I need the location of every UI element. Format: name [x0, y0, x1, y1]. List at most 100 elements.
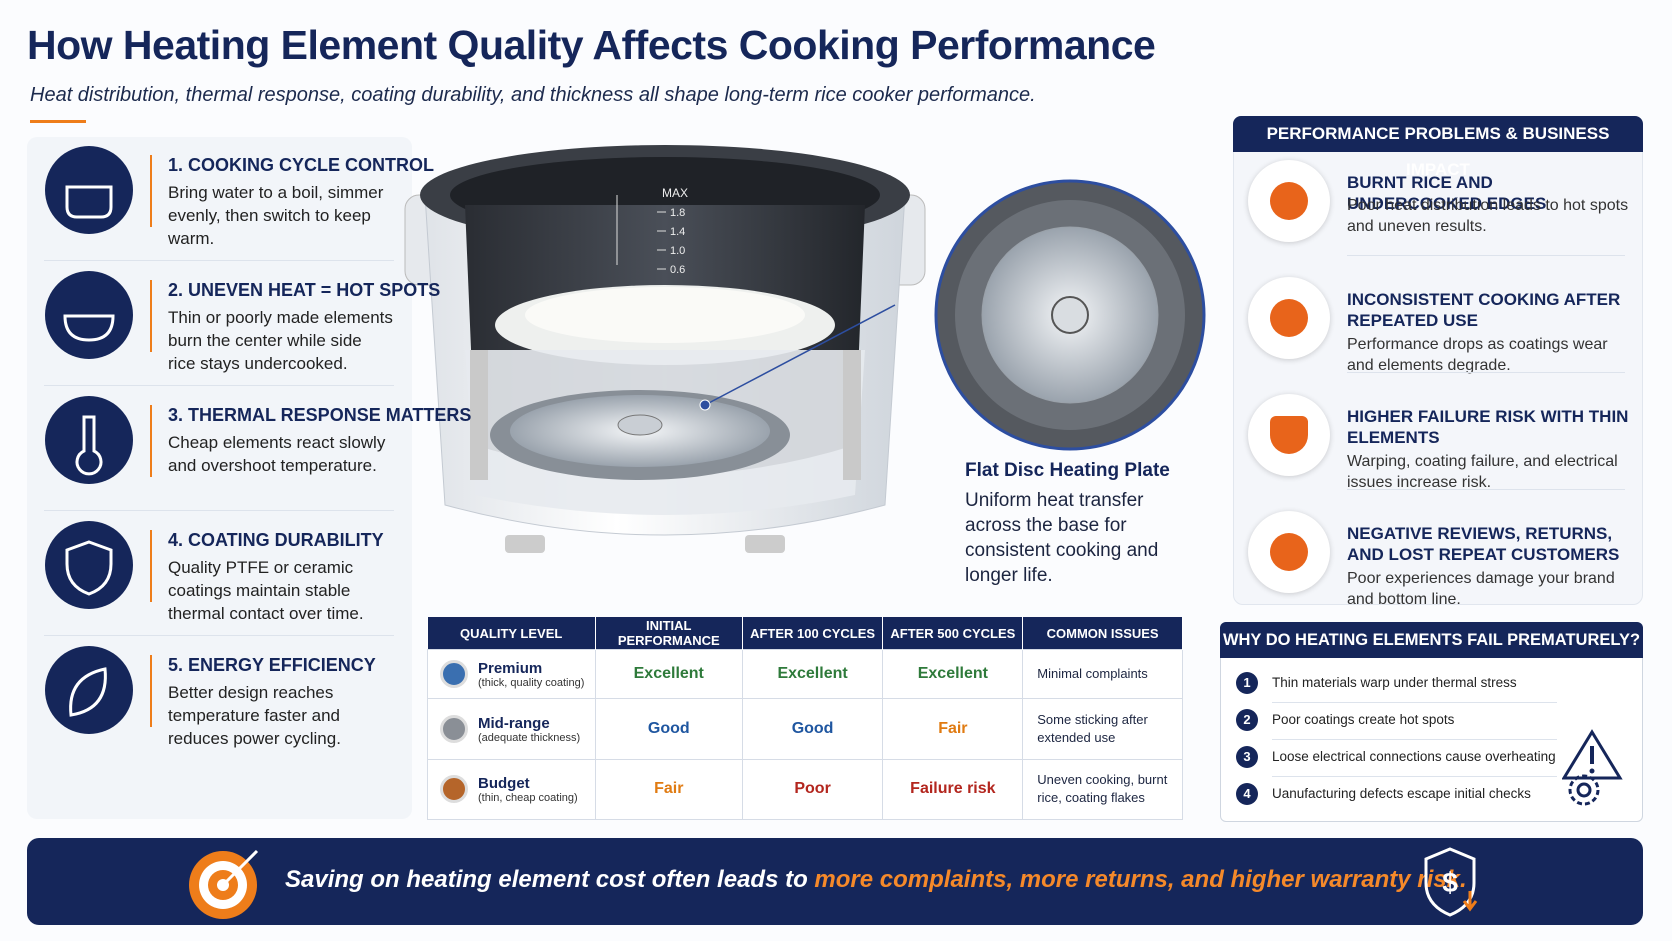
- medal-icon: [440, 715, 468, 744]
- path-shape: [1424, 847, 1476, 917]
- level-cell: Premium (thick, quality coating): [427, 648, 596, 700]
- icon-circle: [45, 646, 133, 734]
- failures-heading: WHY DO HEATING ELEMENTS FAIL PREMATURELY…: [1220, 622, 1643, 658]
- feature-separator: [44, 385, 394, 386]
- feature-separator: [44, 510, 394, 511]
- subtitle: Heat distribution, thermal response, coa…: [30, 84, 1036, 106]
- circle-shape: [1568, 774, 1600, 806]
- icon-glyph: [69, 667, 107, 717]
- ellipse-shape: [525, 287, 805, 343]
- problem-icon: [1248, 160, 1330, 242]
- rect-shape: [843, 350, 861, 480]
- rect-shape: [505, 535, 545, 553]
- failure-separator: [1272, 702, 1557, 703]
- problem-title: INCONSISTENT COOKING AFTER REPEATED USE: [1347, 290, 1621, 330]
- callout-title: Flat Disc Heating Plate: [965, 460, 1170, 481]
- table-header: INITIAL PERFORMANCE: [595, 617, 743, 650]
- medal-icon: [440, 660, 468, 689]
- icon-glyph: [65, 540, 113, 596]
- circle-shape: [699, 399, 711, 411]
- feature-divider: [150, 405, 152, 477]
- problem-glyph: [1270, 299, 1308, 337]
- table-cell: Excellent: [882, 648, 1024, 700]
- failure-text: Thin materials warp under thermal stress: [1272, 675, 1517, 690]
- failure-separator: [1272, 739, 1557, 740]
- feature-icon: [45, 646, 133, 734]
- table-row: Premium (thick, quality coating) Excellent…: [427, 648, 1183, 700]
- level-cell: Budget (thin, cheap coating): [427, 758, 596, 821]
- problem-title: BURNT RICE AND UNDERCOOKED EDGES: [1347, 173, 1547, 213]
- icon-glyph: [63, 314, 115, 342]
- accent-line: [30, 120, 86, 123]
- problem-title: NEGATIVE REVIEWS, RETURNS, AND LOST REPE…: [1347, 524, 1620, 564]
- feature-title: 5. ENERGY EFFICIENCY: [168, 655, 376, 675]
- problem-icon: [1248, 277, 1330, 359]
- feature-title: 1. COOKING CYCLE CONTROL: [168, 155, 435, 175]
- icon-circle: [45, 396, 133, 484]
- tbody-shape: Premium (thick, quality coating) Excellent…: [427, 648, 1183, 821]
- target-icon: [189, 849, 259, 919]
- icon-circle: [45, 146, 133, 234]
- problem-text: Poor experiences damage your brand and b…: [1347, 570, 1615, 608]
- scale-label: MAX: [662, 186, 688, 200]
- table-header: AFTER 500 CYCLES: [882, 617, 1024, 650]
- table-cell: Some sticking after extended use: [1022, 698, 1183, 760]
- table-header: COMMON ISSUES: [1022, 617, 1183, 650]
- feature-title: 2. UNEVEN HEAT = HOT SPOTS: [168, 280, 441, 300]
- line-shape: [221, 849, 259, 887]
- warning-gear-icon: [1562, 729, 1623, 806]
- level-cell: Mid-range (adequate thickness): [427, 698, 596, 760]
- medal-icon: [440, 775, 468, 804]
- problem-text: Warping, coating failure, and electrical…: [1347, 453, 1618, 491]
- feature-divider: [150, 155, 152, 227]
- icon-glyph: [75, 415, 103, 476]
- feature-icon: [45, 396, 133, 484]
- failure-text: Uanufacturing defects escape initial che…: [1272, 786, 1531, 801]
- level-note: (thick, quality coating): [478, 676, 585, 689]
- table-header: QUALITY LEVEL: [427, 617, 596, 650]
- scale-label: 1.4: [670, 226, 685, 238]
- scale-label: 1.8: [670, 207, 685, 219]
- footer-text: Saving on heating element cost often lea…: [285, 866, 808, 893]
- feature-icon: [45, 521, 133, 609]
- table-cell: Excellent: [741, 648, 884, 700]
- thead-shape: QUALITY LEVEL INITIAL PERFORMANCE AFTER 10…: [427, 617, 1183, 650]
- failure-number: 2: [1236, 709, 1258, 731]
- feature-text: Better design reaches temperature faster…: [168, 683, 341, 748]
- level-name: Premium: [478, 659, 543, 677]
- rect-shape: [745, 535, 785, 553]
- feature-title: 3. THERMAL RESPONSE MATTERS: [168, 405, 472, 425]
- feature-icon: [45, 271, 133, 359]
- heating-plate-zoom: [934, 179, 1206, 451]
- feature-title: 4. COATING DURABILITY: [168, 530, 384, 550]
- text-shape: $: [1442, 867, 1458, 898]
- failure-separator: [1272, 776, 1557, 777]
- problem-separator: [1347, 372, 1625, 373]
- failure-text: Poor coatings create hot spots: [1272, 712, 1455, 727]
- table-header: AFTER 100 CYCLES: [742, 617, 884, 650]
- table-row: Budget (thin, cheap coating) Fair Poor Failu…: [427, 758, 1183, 821]
- problem-separator: [1347, 255, 1625, 256]
- cooker-illustration: MAX 1.8 1.4 1.0 0.6: [404, 145, 926, 553]
- circle-shape: [1051, 296, 1089, 334]
- table-cell: Fair: [594, 758, 743, 821]
- failure-number: 3: [1236, 746, 1258, 768]
- footer-highlight: more complaints, more returns, and highe…: [814, 866, 1467, 893]
- problem-title: HIGHER FAILURE RISK WITH THIN ELEMENTS: [1347, 407, 1629, 447]
- shield-dollar-icon: $: [1424, 847, 1478, 917]
- problems-heading: PERFORMANCE PROBLEMS & BUSINESS IMPACT: [1233, 116, 1643, 179]
- feature-text: Quality PTFE or ceramic coatings maintai…: [168, 558, 364, 623]
- table-cell: Good: [741, 698, 884, 760]
- feature-separator: [44, 635, 394, 636]
- problem-icon: [1248, 394, 1330, 476]
- problem-text: Poor heat distribution leads to hot spot…: [1347, 197, 1629, 235]
- level-name: Mid-range: [478, 714, 550, 732]
- table-shape: QUALITY LEVEL INITIAL PERFORMANCE AFTER 10…: [427, 617, 1183, 821]
- problem-glyph: [1270, 182, 1308, 220]
- icon-glyph: [65, 185, 113, 219]
- feature-separator: [44, 260, 394, 261]
- footer-message: Saving on heating element cost often lea…: [285, 866, 1467, 894]
- table-cell: Uneven cooking, burnt rice, coating flak…: [1022, 758, 1183, 821]
